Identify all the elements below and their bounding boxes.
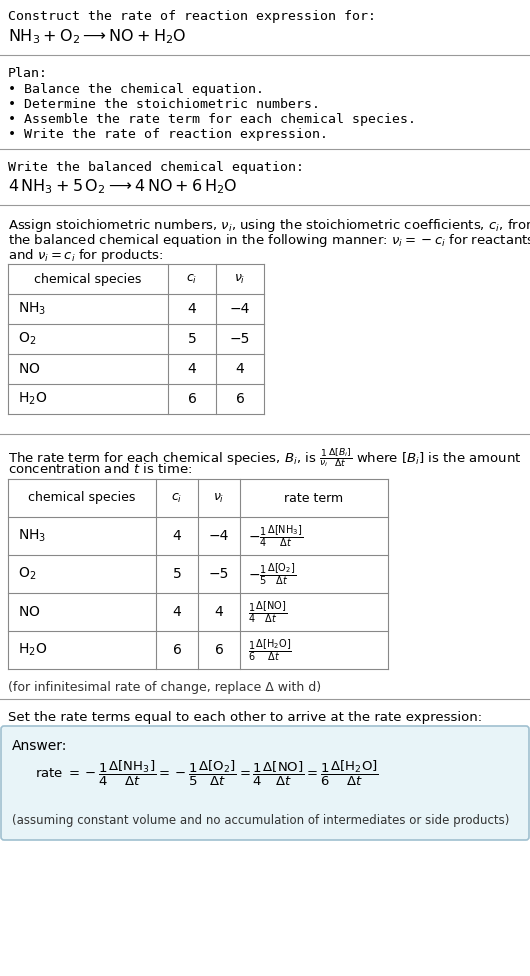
Text: −5: −5: [230, 332, 250, 346]
Text: $-\frac{1}{4}\frac{\Delta[\mathrm{NH_3}]}{\Delta t}$: $-\frac{1}{4}\frac{\Delta[\mathrm{NH_3}]…: [248, 523, 303, 549]
Text: $\frac{1}{6}\frac{\Delta[\mathrm{H_2O}]}{\Delta t}$: $\frac{1}{6}\frac{\Delta[\mathrm{H_2O}]}…: [248, 637, 292, 663]
Text: $-\frac{1}{5}\frac{\Delta[\mathrm{O_2}]}{\Delta t}$: $-\frac{1}{5}\frac{\Delta[\mathrm{O_2}]}…: [248, 561, 296, 587]
Text: 6: 6: [215, 643, 224, 657]
Text: Plan:: Plan:: [8, 67, 48, 80]
FancyBboxPatch shape: [1, 726, 529, 840]
Text: 5: 5: [188, 332, 197, 346]
Text: −4: −4: [209, 529, 229, 543]
Text: chemical species: chemical species: [34, 272, 142, 286]
Text: −4: −4: [230, 302, 250, 316]
Text: 4: 4: [173, 605, 181, 619]
Text: 5: 5: [173, 567, 181, 581]
Text: $c_i$: $c_i$: [187, 272, 198, 286]
Text: • Balance the chemical equation.: • Balance the chemical equation.: [8, 83, 264, 96]
Text: Answer:: Answer:: [12, 739, 67, 753]
Text: The rate term for each chemical species, $B_i$, is $\frac{1}{\nu_i}\frac{\Delta[: The rate term for each chemical species,…: [8, 446, 522, 468]
Text: rate $= -\dfrac{1}{4}\dfrac{\Delta[\mathrm{NH_3}]}{\Delta t}= -\dfrac{1}{5}\dfra: rate $= -\dfrac{1}{4}\dfrac{\Delta[\math…: [35, 759, 379, 789]
Text: $\mathrm{NO}$: $\mathrm{NO}$: [18, 605, 40, 619]
Text: 4: 4: [236, 362, 244, 376]
Text: 4: 4: [188, 362, 197, 376]
Text: $c_i$: $c_i$: [171, 492, 183, 505]
Text: 6: 6: [235, 392, 244, 406]
Text: Assign stoichiometric numbers, $\nu_i$, using the stoichiometric coefficients, $: Assign stoichiometric numbers, $\nu_i$, …: [8, 217, 530, 234]
Text: $\mathrm{NH_3}$: $\mathrm{NH_3}$: [18, 301, 46, 317]
Text: −5: −5: [209, 567, 229, 581]
Text: $\frac{1}{4}\frac{\Delta[\mathrm{NO}]}{\Delta t}$: $\frac{1}{4}\frac{\Delta[\mathrm{NO}]}{\…: [248, 599, 287, 625]
Text: $\mathrm{NH_3 + O_2 \longrightarrow NO + H_2O}$: $\mathrm{NH_3 + O_2 \longrightarrow NO +…: [8, 27, 187, 46]
Text: $\mathrm{NO}$: $\mathrm{NO}$: [18, 362, 40, 376]
Text: rate term: rate term: [285, 492, 343, 505]
Text: Set the rate terms equal to each other to arrive at the rate expression:: Set the rate terms equal to each other t…: [8, 711, 482, 724]
Text: $\mathrm{O_2}$: $\mathrm{O_2}$: [18, 331, 36, 347]
Text: 4: 4: [173, 529, 181, 543]
Text: (for infinitesimal rate of change, replace Δ with d): (for infinitesimal rate of change, repla…: [8, 681, 321, 694]
Text: and $\nu_i = c_i$ for products:: and $\nu_i = c_i$ for products:: [8, 247, 164, 264]
Text: 4: 4: [215, 605, 223, 619]
Text: • Write the rate of reaction expression.: • Write the rate of reaction expression.: [8, 128, 328, 141]
Text: Write the balanced chemical equation:: Write the balanced chemical equation:: [8, 161, 304, 174]
Text: Construct the rate of reaction expression for:: Construct the rate of reaction expressio…: [8, 10, 376, 23]
Text: concentration and $t$ is time:: concentration and $t$ is time:: [8, 462, 192, 476]
Text: • Determine the stoichiometric numbers.: • Determine the stoichiometric numbers.: [8, 98, 320, 111]
Text: 6: 6: [188, 392, 197, 406]
Text: $\nu_i$: $\nu_i$: [234, 272, 246, 286]
Text: • Assemble the rate term for each chemical species.: • Assemble the rate term for each chemic…: [8, 113, 416, 126]
Text: 4: 4: [188, 302, 197, 316]
Text: $\mathrm{H_2O}$: $\mathrm{H_2O}$: [18, 390, 47, 407]
Text: $\mathrm{4\,NH_3 + 5\,O_2 \longrightarrow 4\,NO + 6\,H_2O}$: $\mathrm{4\,NH_3 + 5\,O_2 \longrightarro…: [8, 177, 237, 196]
Text: the balanced chemical equation in the following manner: $\nu_i = -c_i$ for react: the balanced chemical equation in the fo…: [8, 232, 530, 249]
Text: 6: 6: [173, 643, 181, 657]
Text: $\mathrm{O_2}$: $\mathrm{O_2}$: [18, 566, 36, 583]
Text: $\mathrm{NH_3}$: $\mathrm{NH_3}$: [18, 528, 46, 545]
Text: $\mathrm{H_2O}$: $\mathrm{H_2O}$: [18, 642, 47, 658]
Text: chemical species: chemical species: [28, 492, 136, 505]
Text: $\nu_i$: $\nu_i$: [213, 492, 225, 505]
Text: (assuming constant volume and no accumulation of intermediates or side products): (assuming constant volume and no accumul…: [12, 814, 509, 827]
